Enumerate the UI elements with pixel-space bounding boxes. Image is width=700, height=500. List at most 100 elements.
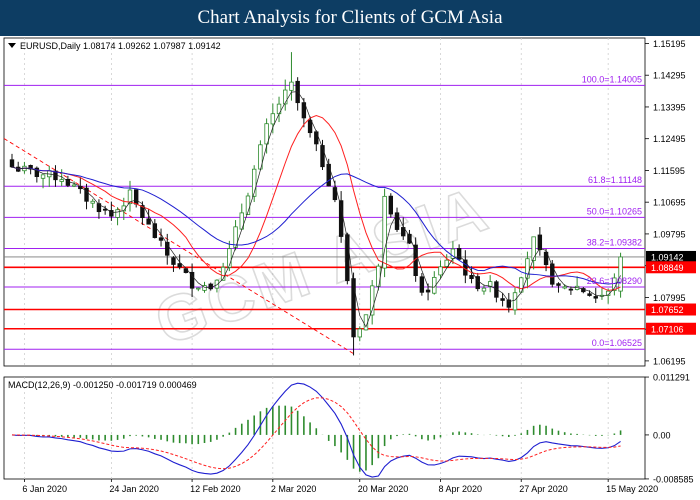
level-price-tag: 1.07106 <box>651 324 684 334</box>
moving-average-short <box>11 91 621 328</box>
candle-body <box>314 131 319 145</box>
candle-body <box>338 200 344 237</box>
candle-body <box>506 299 511 308</box>
candle-body <box>363 314 369 331</box>
candle-body <box>115 209 120 218</box>
candle-body <box>537 234 543 251</box>
candle-body <box>568 288 574 291</box>
macd-indicator-label: MACD(12,26,9) -0.001250 -0.001719 0.0004… <box>8 380 197 390</box>
candle-body <box>251 168 257 197</box>
chart-banner-title: Chart Analysis for Clients of GCM Asia <box>0 0 700 36</box>
x-tick-label: 15 May 2020 <box>606 484 658 494</box>
candle-body <box>189 271 195 289</box>
candle-body <box>171 257 176 265</box>
candle-body <box>34 167 40 177</box>
y-tick-label: 1.07995 <box>653 293 686 303</box>
moving-average-slow <box>11 166 621 285</box>
candle-body <box>307 119 313 134</box>
candle-body <box>140 205 145 219</box>
candle-body <box>543 251 549 266</box>
candle-body <box>494 281 499 298</box>
candle-body <box>208 283 213 290</box>
level-price-tag: 1.08849 <box>651 263 684 273</box>
candle-body <box>9 159 15 168</box>
x-tick-label: 27 Apr 2020 <box>519 484 568 494</box>
candle-body <box>525 258 530 279</box>
fibonacci-level-label: 38.2=1.09382 <box>587 237 642 247</box>
candle-body <box>550 263 555 285</box>
candle-body <box>146 218 151 225</box>
candle-body <box>401 227 406 237</box>
candle-body <box>133 189 139 205</box>
fibonacci-level-label: 23.6=1.08290 <box>587 276 642 286</box>
candle-body <box>382 195 387 269</box>
candle-body <box>419 276 425 293</box>
macd-signal-line <box>11 397 621 470</box>
candle-body <box>425 289 431 293</box>
macd-y-tick-label: 0.00 <box>653 430 671 440</box>
candle-body <box>152 223 158 238</box>
trend-line <box>3 138 354 355</box>
y-tick-label: 1.06195 <box>653 356 686 366</box>
candle-body <box>59 179 64 182</box>
current-price-tag-bg <box>646 250 696 263</box>
candle-body <box>196 287 201 290</box>
candle-body <box>444 259 449 267</box>
candle-body <box>618 256 623 292</box>
candle-body <box>301 102 307 119</box>
candle-body <box>512 292 518 311</box>
candle-body <box>270 113 276 125</box>
fibonacci-level-label: 61.8=1.11148 <box>588 175 642 185</box>
candle-body <box>264 123 269 145</box>
x-tick-label: 24 Jan 2020 <box>109 484 159 494</box>
price-chart: GCM ASIA 1.151951.142951.133951.124951.1… <box>0 36 700 500</box>
candle-body <box>456 248 462 260</box>
x-tick-label: 2 Mar 2020 <box>271 484 317 494</box>
level-price-tag: 1.07652 <box>651 305 684 315</box>
fibonacci-level-label: 100.0=1.14005 <box>582 74 642 84</box>
candle-body <box>475 276 480 290</box>
candle-body <box>158 237 164 241</box>
candle-body <box>84 187 89 202</box>
candle-body <box>90 200 95 204</box>
candle-body <box>587 293 592 296</box>
candle-body <box>127 189 133 205</box>
candle-body <box>500 298 505 301</box>
x-tick-label: 20 Mar 2020 <box>358 484 409 494</box>
y-tick-label: 1.09795 <box>653 229 686 239</box>
y-tick-label: 1.13395 <box>653 102 686 112</box>
y-tick-label: 1.10695 <box>653 198 686 208</box>
candle-body <box>481 287 487 292</box>
candle-body <box>202 285 207 291</box>
candle-body <box>332 187 338 201</box>
candle-body <box>109 210 114 217</box>
candle-body <box>562 286 567 289</box>
chart-symbol-label: EURUSD,Daily 1.08174 1.09262 1.07987 1.0… <box>20 41 221 51</box>
candle-body <box>326 163 331 187</box>
dropdown-triangle-icon <box>8 43 16 48</box>
level-price-tag-bg <box>646 261 696 274</box>
candle-body <box>165 241 170 256</box>
candle-body <box>177 263 182 268</box>
candle-body <box>102 208 108 211</box>
candle-body <box>388 195 394 215</box>
macd-line <box>11 382 621 478</box>
level-price-tag-bg <box>646 322 696 335</box>
candle-body <box>40 174 46 179</box>
x-tick-label: 8 Apr 2020 <box>438 484 482 494</box>
candle-body <box>357 328 362 338</box>
candle-body <box>227 248 232 268</box>
level-price-tag-bg <box>646 303 696 316</box>
candle-body <box>283 89 288 105</box>
macd-y-tick-label: -0.008585 <box>653 474 694 484</box>
x-tick-label: 6 Jan 2020 <box>22 484 67 494</box>
y-tick-label: 1.11595 <box>653 166 685 176</box>
macd-pane-frame <box>3 376 646 480</box>
y-tick-label: 1.15195 <box>653 39 686 49</box>
candle-body <box>376 265 381 287</box>
candle-body <box>556 283 561 286</box>
candle-body <box>71 184 77 187</box>
candle-body <box>320 145 325 168</box>
moving-average-fast <box>11 115 621 291</box>
candle-body <box>214 279 220 289</box>
